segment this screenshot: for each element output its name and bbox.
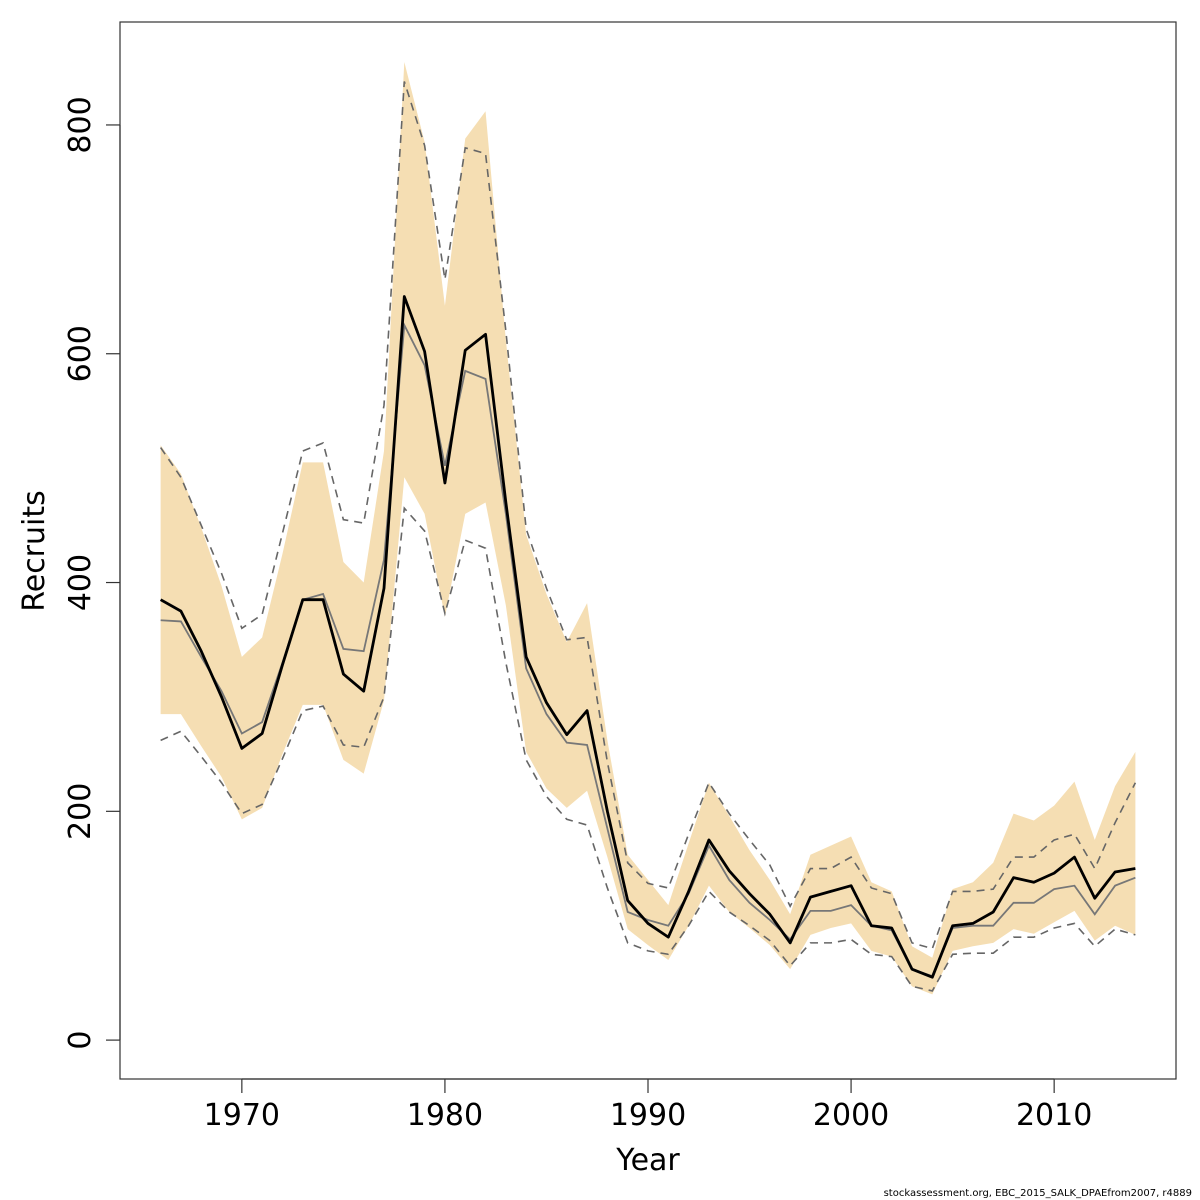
y-axis: 0 200 400 600 800: [63, 96, 121, 1050]
y-tick-label: 600: [63, 325, 98, 382]
y-tick-label: 800: [63, 96, 98, 153]
previous-lower-ci-line: [160, 506, 1136, 992]
y-axis-title: Recruits: [17, 490, 52, 612]
current-estimate-layer: [159, 295, 1136, 979]
y-tick-label: 200: [63, 783, 98, 840]
previous-ci-layer: [159, 81, 1137, 992]
confidence-band: [160, 62, 1136, 995]
x-tick-label: 2000: [813, 1098, 889, 1133]
previous-upper-ci-line: [159, 81, 1137, 950]
x-tick-label: 1980: [407, 1098, 483, 1133]
x-axis-title: Year: [615, 1143, 680, 1178]
footnote: stockassessment.org, EBC_2015_SALK_DPAEf…: [884, 1188, 1192, 1199]
x-tick-label: 2010: [1016, 1098, 1092, 1133]
x-tick-label: 1990: [610, 1098, 686, 1133]
y-tick-label: 400: [63, 554, 98, 611]
x-tick-label: 1970: [204, 1098, 280, 1133]
confidence-band-layer: [160, 62, 1136, 995]
x-axis: 1970 1980 1990 2000 2010: [204, 1078, 1092, 1133]
previous-estimate-layer: [160, 321, 1136, 978]
current-estimate-line: [159, 295, 1136, 979]
y-tick-label: 0: [63, 1031, 98, 1050]
previous-estimate-line: [160, 321, 1136, 978]
